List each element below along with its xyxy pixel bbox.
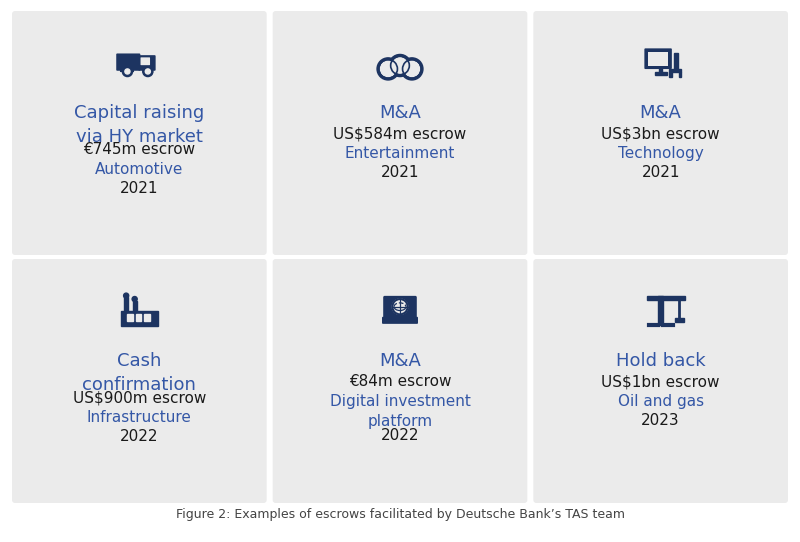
Circle shape bbox=[125, 69, 130, 74]
Bar bbox=[647, 295, 658, 300]
Bar bbox=[133, 301, 137, 313]
Circle shape bbox=[142, 66, 153, 76]
Text: Digital investment
platform: Digital investment platform bbox=[330, 395, 470, 429]
Bar bbox=[669, 72, 672, 78]
Text: Infrastructure: Infrastructure bbox=[87, 410, 192, 425]
Bar bbox=[658, 295, 663, 325]
Bar bbox=[145, 313, 150, 321]
FancyBboxPatch shape bbox=[648, 52, 668, 66]
Text: 2021: 2021 bbox=[381, 165, 419, 180]
FancyBboxPatch shape bbox=[273, 259, 527, 503]
Text: Cash
confirmation: Cash confirmation bbox=[82, 352, 196, 394]
Bar bbox=[674, 53, 678, 70]
Bar bbox=[136, 313, 141, 321]
Text: M&A: M&A bbox=[640, 105, 682, 122]
Text: US$1bn escrow: US$1bn escrow bbox=[602, 375, 720, 390]
Circle shape bbox=[401, 58, 423, 80]
FancyBboxPatch shape bbox=[534, 11, 788, 255]
FancyBboxPatch shape bbox=[534, 259, 788, 503]
FancyBboxPatch shape bbox=[383, 296, 417, 319]
Text: Technology: Technology bbox=[618, 146, 703, 162]
Bar bbox=[675, 318, 684, 322]
FancyBboxPatch shape bbox=[382, 317, 418, 324]
Text: 2022: 2022 bbox=[120, 429, 158, 444]
Text: Figure 2: Examples of escrows facilitated by Deutsche Bank’s TAS team: Figure 2: Examples of escrows facilitate… bbox=[175, 508, 625, 521]
Text: 2021: 2021 bbox=[642, 165, 680, 180]
Bar bbox=[127, 313, 133, 321]
Text: M&A: M&A bbox=[379, 105, 421, 122]
Bar bbox=[121, 311, 158, 326]
Circle shape bbox=[146, 69, 150, 74]
Bar bbox=[678, 72, 681, 78]
Text: €84m escrow: €84m escrow bbox=[349, 375, 451, 390]
Text: Oil and gas: Oil and gas bbox=[618, 395, 704, 409]
Text: M&A: M&A bbox=[379, 352, 421, 370]
Circle shape bbox=[392, 299, 408, 314]
Text: Entertainment: Entertainment bbox=[345, 146, 455, 162]
Text: Capital raising
via HY market: Capital raising via HY market bbox=[74, 105, 205, 146]
Circle shape bbox=[132, 296, 138, 301]
Bar bbox=[659, 68, 662, 72]
Text: US$900m escrow: US$900m escrow bbox=[73, 390, 206, 405]
FancyBboxPatch shape bbox=[12, 259, 266, 503]
Text: US$3bn escrow: US$3bn escrow bbox=[602, 126, 720, 141]
FancyBboxPatch shape bbox=[644, 48, 672, 69]
Circle shape bbox=[404, 61, 419, 76]
FancyBboxPatch shape bbox=[141, 57, 150, 65]
Circle shape bbox=[122, 66, 133, 76]
FancyBboxPatch shape bbox=[12, 11, 266, 255]
Circle shape bbox=[124, 293, 129, 298]
Circle shape bbox=[381, 61, 396, 76]
Text: 2021: 2021 bbox=[120, 182, 158, 196]
Bar bbox=[124, 298, 128, 313]
Bar bbox=[669, 69, 681, 72]
Bar bbox=[654, 72, 666, 75]
Text: 2022: 2022 bbox=[381, 428, 419, 443]
Text: Automotive: Automotive bbox=[95, 163, 183, 177]
Circle shape bbox=[389, 54, 411, 76]
Text: 2023: 2023 bbox=[642, 414, 680, 428]
FancyBboxPatch shape bbox=[138, 55, 156, 71]
FancyBboxPatch shape bbox=[116, 54, 140, 71]
Bar bbox=[658, 295, 686, 300]
FancyBboxPatch shape bbox=[273, 11, 527, 255]
Circle shape bbox=[377, 58, 399, 80]
Text: €745m escrow: €745m escrow bbox=[83, 143, 195, 157]
Text: US$584m escrow: US$584m escrow bbox=[334, 126, 466, 141]
Circle shape bbox=[392, 58, 408, 73]
Text: Hold back: Hold back bbox=[616, 352, 706, 370]
